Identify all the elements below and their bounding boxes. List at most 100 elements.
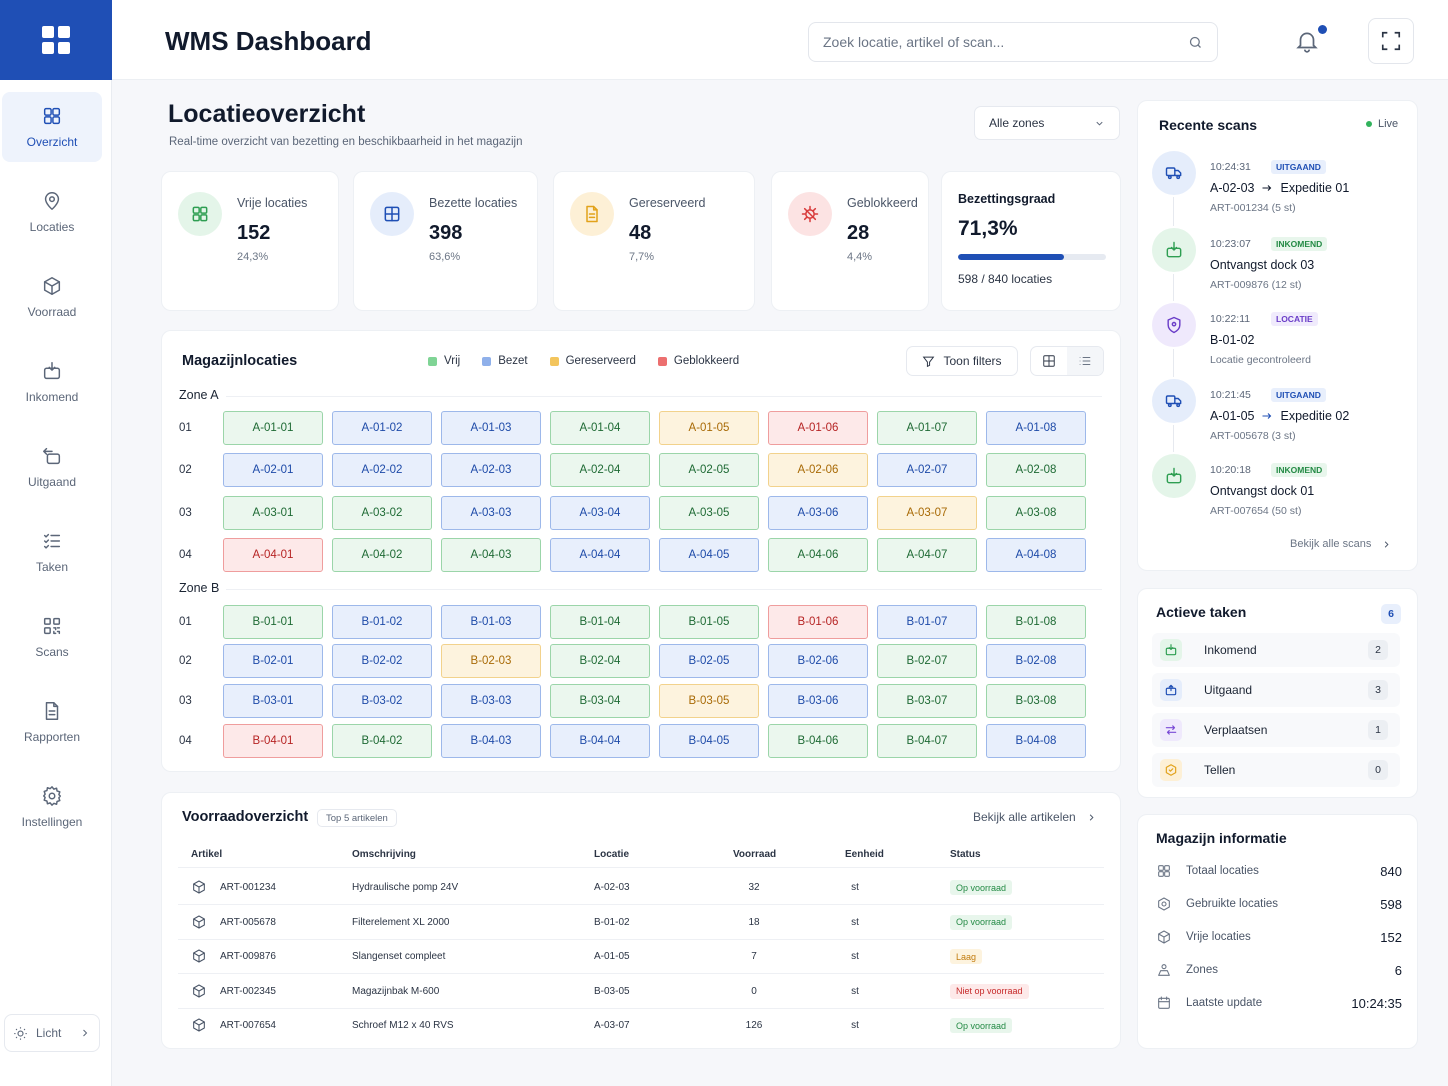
location-cell-b-03-06[interactable]: B-03-06: [768, 684, 868, 718]
location-cell-b-01-04[interactable]: B-01-04: [550, 605, 650, 639]
location-cell-a-01-05[interactable]: A-01-05: [659, 411, 759, 445]
location-cell-a-02-01[interactable]: A-02-01: [223, 453, 323, 487]
search-icon[interactable]: [1188, 35, 1203, 50]
location-cell-b-01-07[interactable]: B-01-07: [877, 605, 977, 639]
sidebar-item-overzicht[interactable]: Overzicht: [2, 92, 102, 162]
theme-toggle-button[interactable]: Licht: [4, 1014, 100, 1052]
location-cell-a-03-06[interactable]: A-03-06: [768, 496, 868, 530]
location-cell-b-02-07[interactable]: B-02-07: [877, 644, 977, 678]
location-cell-a-01-03[interactable]: A-01-03: [441, 411, 541, 445]
fullscreen-button[interactable]: [1368, 18, 1414, 64]
location-cell-b-01-08[interactable]: B-01-08: [986, 605, 1086, 639]
location-cell-a-02-02[interactable]: A-02-02: [332, 453, 432, 487]
zone-select[interactable]: Alle zones: [974, 106, 1120, 140]
location-cell-a-03-05[interactable]: A-03-05: [659, 496, 759, 530]
location-cell-a-01-07[interactable]: A-01-07: [877, 411, 977, 445]
location-cell-b-04-08[interactable]: B-04-08: [986, 724, 1086, 758]
location-cell-a-01-06[interactable]: A-01-06: [768, 411, 868, 445]
location-cell-b-02-03[interactable]: B-02-03: [441, 644, 541, 678]
location-cell-a-04-05[interactable]: A-04-05: [659, 538, 759, 572]
location-cell-b-04-06[interactable]: B-04-06: [768, 724, 868, 758]
table-row[interactable]: ART-002345 Magazijnbak M-600 B-03-05 0 st Nie…: [162, 976, 1120, 1008]
table-row[interactable]: ART-009876 Slangenset compleet A-01-05 7 st L…: [162, 941, 1120, 973]
table-row[interactable]: ART-007654 Schroef M12 x 40 RVS A-03-07 126…: [162, 1010, 1120, 1042]
location-cell-a-04-03[interactable]: A-04-03: [441, 538, 541, 572]
location-cell-a-02-05[interactable]: A-02-05: [659, 453, 759, 487]
location-cell-a-01-02[interactable]: A-01-02: [332, 411, 432, 445]
location-cell-a-03-03[interactable]: A-03-03: [441, 496, 541, 530]
location-cell-a-02-04[interactable]: A-02-04: [550, 453, 650, 487]
view-all-articles-link[interactable]: Bekijk alle artikelen: [973, 810, 1097, 824]
sidebar-item-locaties[interactable]: Locaties: [2, 177, 102, 247]
location-cell-b-03-08[interactable]: B-03-08: [986, 684, 1086, 718]
location-cell-a-04-06[interactable]: A-04-06: [768, 538, 868, 572]
location-cell-b-01-06[interactable]: B-01-06: [768, 605, 868, 639]
location-cell-b-03-03[interactable]: B-03-03: [441, 684, 541, 718]
location-cell-a-01-08[interactable]: A-01-08: [986, 411, 1086, 445]
stat-percentage: 7,7%: [629, 251, 655, 263]
location-cell-a-02-07[interactable]: A-02-07: [877, 453, 977, 487]
sidebar-item-rapporten[interactable]: Rapporten: [2, 687, 102, 757]
scan-icon-badge: [1152, 303, 1196, 347]
app-logo[interactable]: [0, 0, 112, 80]
location-cell-a-03-08[interactable]: A-03-08: [986, 496, 1086, 530]
location-cell-b-04-02[interactable]: B-04-02: [332, 724, 432, 758]
location-cell-a-03-04[interactable]: A-03-04: [550, 496, 650, 530]
location-cell-b-01-03[interactable]: B-01-03: [441, 605, 541, 639]
location-cell-a-04-01[interactable]: A-04-01: [223, 538, 323, 572]
location-cell-b-03-04[interactable]: B-03-04: [550, 684, 650, 718]
location-cell-b-02-02[interactable]: B-02-02: [332, 644, 432, 678]
sidebar-item-inkomend[interactable]: Inkomend: [2, 347, 102, 417]
filter-button[interactable]: Toon filters: [906, 346, 1018, 376]
table-row[interactable]: ART-005678 Filterelement XL 2000 B-01-02 18…: [162, 907, 1120, 939]
location-cell-a-02-03[interactable]: A-02-03: [441, 453, 541, 487]
sidebar-item-voorraad[interactable]: Voorraad: [2, 262, 102, 332]
location-cell-b-03-01[interactable]: B-03-01: [223, 684, 323, 718]
location-cell-b-03-07[interactable]: B-03-07: [877, 684, 977, 718]
task-row-inkomend[interactable]: Inkomend 2: [1152, 633, 1400, 667]
location-cell-b-02-01[interactable]: B-02-01: [223, 644, 323, 678]
location-cell-b-01-02[interactable]: B-01-02: [332, 605, 432, 639]
location-cell-a-01-04[interactable]: A-01-04: [550, 411, 650, 445]
table-row[interactable]: ART-001234 Hydraulische pomp 24V A-02-03 32…: [162, 872, 1120, 904]
location-cell-a-04-08[interactable]: A-04-08: [986, 538, 1086, 572]
sidebar-item-taken[interactable]: Taken: [2, 517, 102, 587]
location-cell-a-02-06[interactable]: A-02-06: [768, 453, 868, 487]
location-cell-a-01-01[interactable]: A-01-01: [223, 411, 323, 445]
bell-icon[interactable]: [1294, 28, 1320, 54]
sidebar-item-instellingen[interactable]: Instellingen: [2, 772, 102, 842]
location-cell-b-04-04[interactable]: B-04-04: [550, 724, 650, 758]
location-cell-b-04-07[interactable]: B-04-07: [877, 724, 977, 758]
location-cell-b-01-01[interactable]: B-01-01: [223, 605, 323, 639]
view-all-scans-link[interactable]: Bekijk alle scans: [1290, 538, 1392, 550]
task-row-uitgaand[interactable]: Uitgaand 3: [1152, 673, 1400, 707]
search-input[interactable]: [823, 34, 1188, 50]
location-cell-b-02-06[interactable]: B-02-06: [768, 644, 868, 678]
location-cell-b-03-02[interactable]: B-03-02: [332, 684, 432, 718]
location-cell-a-04-07[interactable]: A-04-07: [877, 538, 977, 572]
location-cell-b-02-04[interactable]: B-02-04: [550, 644, 650, 678]
location-cell-b-04-05[interactable]: B-04-05: [659, 724, 759, 758]
location-cell-a-03-02[interactable]: A-03-02: [332, 496, 432, 530]
occupancy-card: Bezettingsgraad 71,3% 598 / 840 locaties: [941, 171, 1121, 311]
location-cell-b-02-08[interactable]: B-02-08: [986, 644, 1086, 678]
location-cell-a-04-02[interactable]: A-04-02: [332, 538, 432, 572]
location-cell-b-01-05[interactable]: B-01-05: [659, 605, 759, 639]
location-cell-b-02-05[interactable]: B-02-05: [659, 644, 759, 678]
info-value: 6: [1394, 962, 1402, 978]
location-cell-a-02-08[interactable]: A-02-08: [986, 453, 1086, 487]
list-view-button[interactable]: [1067, 347, 1103, 375]
search-box[interactable]: [808, 22, 1218, 62]
sidebar-item-scans[interactable]: Scans: [2, 602, 102, 672]
location-cell-a-04-04[interactable]: A-04-04: [550, 538, 650, 572]
location-cell-b-04-03[interactable]: B-04-03: [441, 724, 541, 758]
grid-view-button[interactable]: [1031, 347, 1067, 375]
location-cell-b-03-05[interactable]: B-03-05: [659, 684, 759, 718]
task-row-tellen[interactable]: Tellen 0: [1152, 753, 1400, 787]
location-cell-b-04-01[interactable]: B-04-01: [223, 724, 323, 758]
sidebar-item-uitgaand[interactable]: Uitgaand: [2, 432, 102, 502]
task-row-verplaatsen[interactable]: Verplaatsen 1: [1152, 713, 1400, 747]
active-tasks-title: Actieve taken: [1156, 604, 1247, 620]
location-cell-a-03-01[interactable]: A-03-01: [223, 496, 323, 530]
location-cell-a-03-07[interactable]: A-03-07: [877, 496, 977, 530]
